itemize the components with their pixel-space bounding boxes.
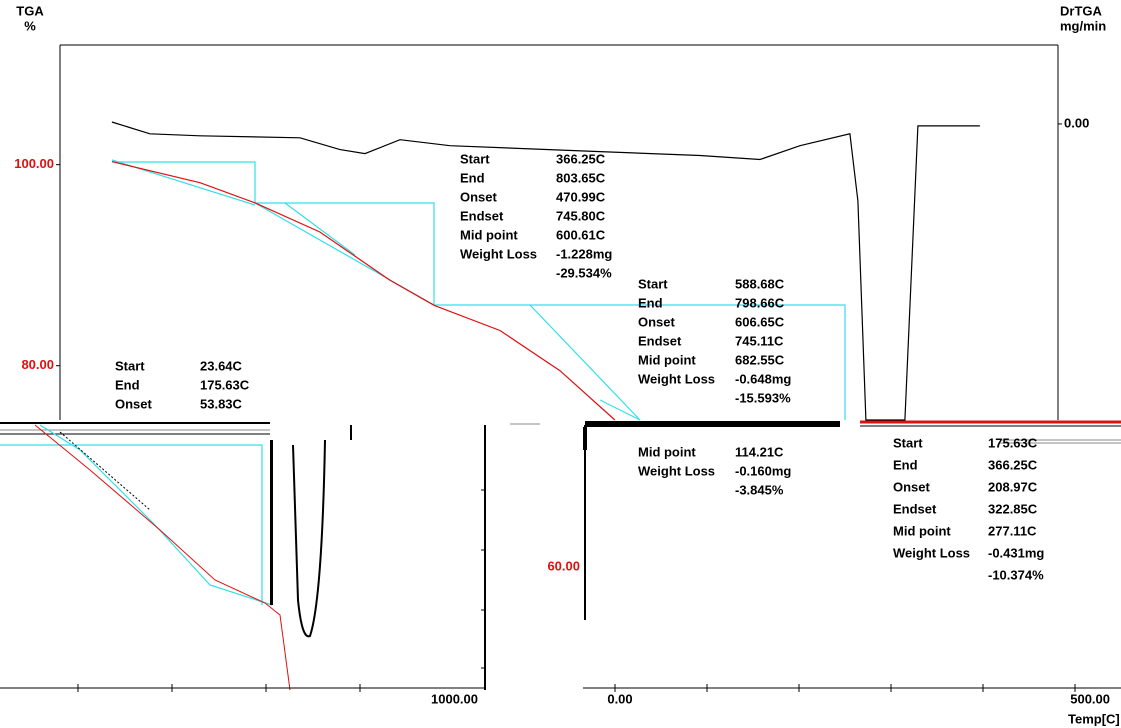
- y-tick-label: 80.00: [21, 357, 54, 372]
- annotation-value: -0.431mg: [988, 545, 1044, 560]
- annotation-label: Onset: [115, 396, 153, 411]
- annotation-label: End: [460, 170, 485, 185]
- annotation-label: Start: [893, 435, 923, 450]
- annotation-value: 277.11C: [988, 523, 1037, 538]
- annotation-value: 798.66C: [735, 295, 785, 310]
- annotation-label: Weight Loss: [893, 545, 970, 560]
- annotation-label: Onset: [460, 189, 498, 204]
- annotation-value: 175.63C: [988, 435, 1038, 450]
- annotation-label: Mid point: [638, 352, 696, 367]
- y-tick-label: 60.00: [547, 558, 580, 573]
- annotation-value: 745.80C: [556, 208, 606, 223]
- annotation-value: -3.845%: [735, 482, 784, 497]
- lower-fragment: [0, 420, 1121, 692]
- annotation-value: -0.648mg: [735, 371, 791, 386]
- y2-axis-label: DrTGA: [1060, 3, 1103, 18]
- data-line: [111, 161, 616, 421]
- annotation-value: -0.160mg: [735, 463, 791, 478]
- annotation-value: -1.228mg: [556, 246, 612, 261]
- x-tick-label: 1000.00: [431, 691, 478, 706]
- annotation-label: Onset: [638, 314, 676, 329]
- annotation-value: 470.99C: [556, 189, 606, 204]
- y-axis-unit: %: [24, 18, 36, 33]
- annotation-label: End: [893, 457, 918, 472]
- annotation-value: 682.55C: [735, 352, 785, 367]
- annotation-value: -15.593%: [735, 390, 791, 405]
- annotation-value: 366.25C: [988, 457, 1038, 472]
- data-line: [111, 121, 980, 421]
- annotation-value: 208.97C: [988, 479, 1038, 494]
- y2-axis-unit: mg/min: [1060, 18, 1106, 33]
- annotation-label: End: [115, 377, 140, 392]
- y-tick-label: 100.00: [14, 156, 54, 171]
- annotation-value: 114.21C: [735, 444, 784, 459]
- annotation-label: End: [638, 295, 663, 310]
- annotation-label: Onset: [893, 479, 931, 494]
- annotation-label: Endset: [638, 333, 682, 348]
- annotation-label: Endset: [893, 501, 937, 516]
- annotation-label: Mid point: [893, 523, 951, 538]
- annotation-value: 606.65C: [735, 314, 785, 329]
- annotation-value: 600.61C: [556, 227, 606, 242]
- annotation-value: 322.85C: [988, 501, 1038, 516]
- annotation-label: Endset: [460, 208, 504, 223]
- annotation-value: 588.68C: [735, 276, 785, 291]
- y-axis-label: TGA: [16, 3, 44, 18]
- annotation-label: Start: [115, 358, 145, 373]
- annotation-label: Start: [638, 276, 668, 291]
- annotation-value: -29.534%: [556, 265, 612, 280]
- annotation-value: 53.83C: [200, 396, 243, 411]
- annotation-label: Weight Loss: [638, 371, 715, 386]
- annotation-label: Weight Loss: [638, 463, 715, 478]
- x-tick-label: 0.00: [607, 691, 632, 706]
- annotation-label: Mid point: [638, 444, 696, 459]
- annotation-value: 745.11C: [735, 333, 784, 348]
- annotation-value: 23.64C: [200, 358, 243, 373]
- y2-tick-label: 0.00: [1064, 115, 1089, 130]
- plot-frame: [59, 44, 1059, 420]
- annotation-label: Weight Loss: [460, 246, 537, 261]
- annotation-value: 175.63C: [200, 377, 250, 392]
- annotation-label: Start: [460, 151, 490, 166]
- annotation-value: 803.65C: [556, 170, 606, 185]
- annotation-label: Mid point: [460, 227, 518, 242]
- annotation-value: 366.25C: [556, 151, 606, 166]
- annotation-value: -10.374%: [988, 567, 1044, 582]
- x-tick-label: 500.00: [1070, 691, 1110, 706]
- x-axis-label: Temp[C]: [1068, 711, 1120, 726]
